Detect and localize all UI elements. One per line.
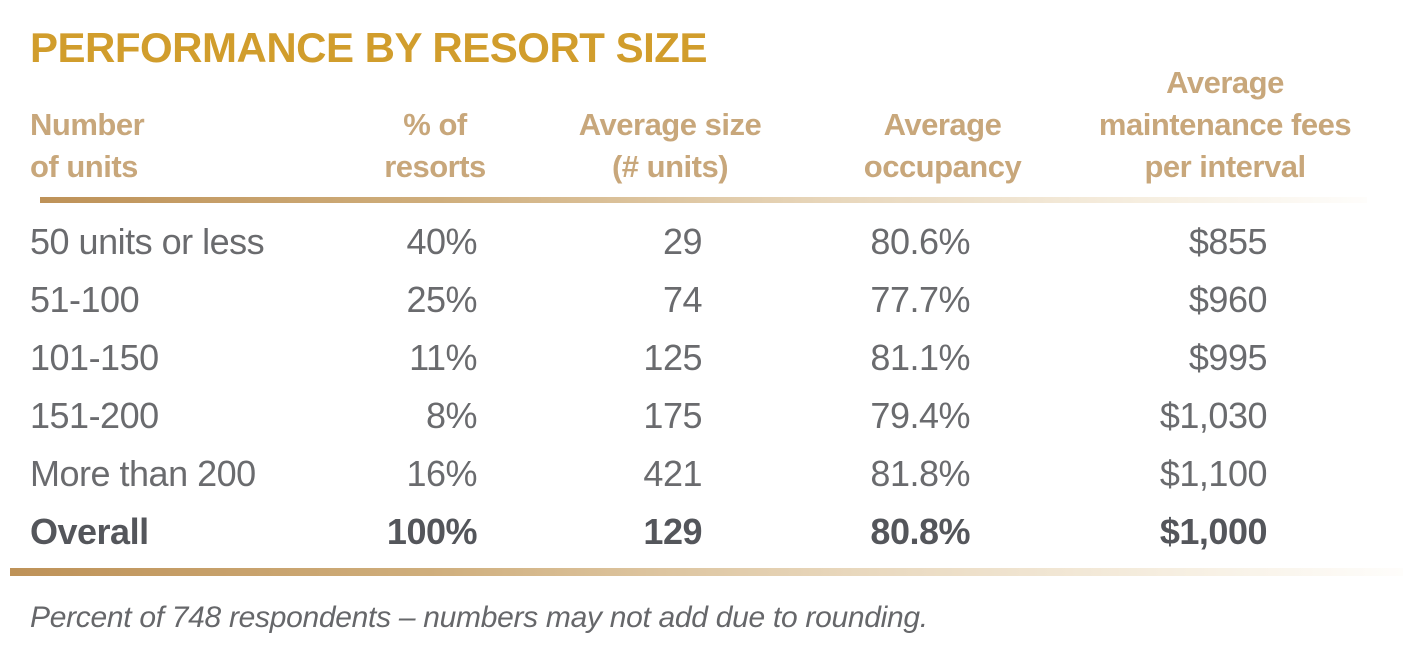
cell-avg-fees: $960 bbox=[1188, 279, 1268, 320]
footnote: Percent of 748 respondents – numbers may… bbox=[30, 601, 928, 634]
cell-units-range: 50 units or less bbox=[30, 221, 265, 262]
cell-avg-occupancy: 80.8% bbox=[870, 511, 970, 552]
top-divider bbox=[40, 197, 1367, 203]
cell-units-range: 51-100 bbox=[30, 279, 140, 320]
cell-avg-occupancy: 77.7% bbox=[870, 279, 970, 320]
header-number-of-units: Number of units bbox=[30, 104, 340, 188]
header-line: % of bbox=[403, 107, 467, 142]
cell-units-range: 151-200 bbox=[30, 395, 159, 436]
table-row: 101-150 11% 125 81.1% $995 bbox=[30, 329, 1375, 387]
cell-avg-occupancy: 79.4% bbox=[870, 395, 970, 436]
header-line: maintenance fees bbox=[1098, 107, 1352, 142]
cell-avg-size: 421 bbox=[643, 453, 702, 494]
cell-avg-fees: $995 bbox=[1188, 337, 1268, 378]
cell-avg-size: 175 bbox=[643, 395, 702, 436]
header-average-size: Average size (# units) bbox=[530, 104, 810, 188]
cell-avg-fees: $1,000 bbox=[1159, 511, 1268, 552]
cell-avg-occupancy: 80.6% bbox=[870, 221, 970, 262]
header-line: (# units) bbox=[611, 149, 729, 184]
cell-avg-fees: $1,030 bbox=[1159, 395, 1268, 436]
cell-pct-resorts: 16% bbox=[406, 453, 477, 494]
cell-units-range: 101-150 bbox=[30, 337, 159, 378]
cell-pct-resorts: 25% bbox=[406, 279, 477, 320]
cell-pct-resorts: 11% bbox=[409, 337, 477, 378]
cell-avg-occupancy: 81.8% bbox=[870, 453, 970, 494]
cell-avg-size: 74 bbox=[662, 279, 703, 320]
header-average-maintenance-fees: Average maintenance fees per interval bbox=[1075, 62, 1375, 188]
table-body: 50 units or less 40% 29 80.6% $855 51-10… bbox=[30, 213, 1375, 561]
table-header-row: Number of units % of resorts Average siz… bbox=[30, 65, 1375, 188]
header-line: Number bbox=[30, 107, 145, 142]
performance-table: Number of units % of resorts Average siz… bbox=[30, 65, 1375, 561]
page-title: PERFORMANCE BY RESORT SIZE bbox=[30, 24, 707, 71]
cell-units-range: Overall bbox=[30, 511, 149, 552]
header-line: of units bbox=[30, 149, 138, 184]
cell-avg-size: 125 bbox=[643, 337, 702, 378]
header-average-occupancy: Average occupancy bbox=[810, 104, 1075, 188]
header-line: resorts bbox=[384, 149, 486, 184]
table-row: 51-100 25% 74 77.7% $960 bbox=[30, 271, 1375, 329]
cell-pct-resorts: 8% bbox=[425, 395, 478, 436]
table-row-overall: Overall 100% 129 80.8% $1,000 bbox=[30, 503, 1375, 561]
cell-avg-size: 129 bbox=[643, 511, 702, 552]
cell-avg-size: 29 bbox=[662, 221, 703, 262]
cell-avg-occupancy: 81.1% bbox=[870, 337, 970, 378]
table-row: 50 units or less 40% 29 80.6% $855 bbox=[30, 213, 1375, 271]
header-line: per interval bbox=[1144, 149, 1306, 184]
cell-avg-fees: $1,100 bbox=[1159, 453, 1268, 494]
header-line: Average bbox=[1166, 65, 1284, 100]
cell-units-range: More than 200 bbox=[30, 453, 256, 494]
bottom-divider bbox=[10, 568, 1403, 576]
table-row: More than 200 16% 421 81.8% $1,100 bbox=[30, 445, 1375, 503]
header-line: occupancy bbox=[863, 149, 1022, 184]
header-line: Average size bbox=[578, 107, 762, 142]
cell-pct-resorts: 40% bbox=[406, 221, 477, 262]
table-row: 151-200 8% 175 79.4% $1,030 bbox=[30, 387, 1375, 445]
header-line: Average bbox=[883, 107, 1002, 142]
cell-avg-fees: $855 bbox=[1188, 221, 1268, 262]
cell-pct-resorts: 100% bbox=[386, 511, 478, 552]
header-percent-of-resorts: % of resorts bbox=[340, 104, 530, 188]
